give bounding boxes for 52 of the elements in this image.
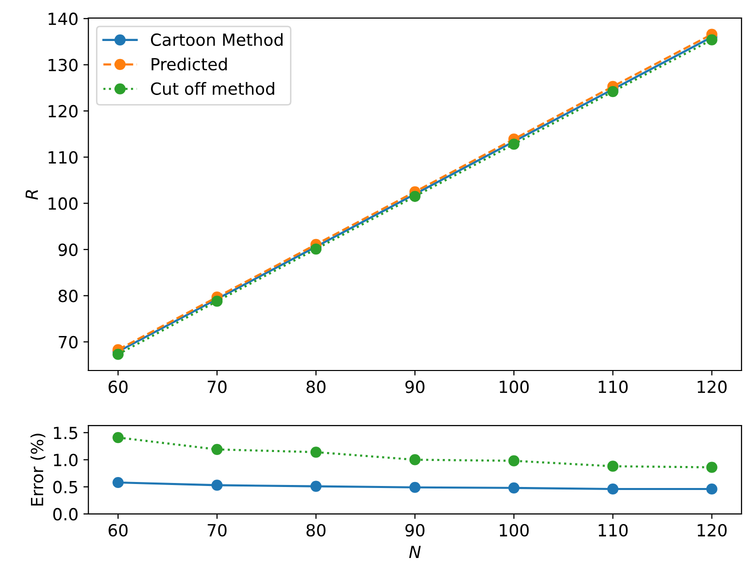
y-tick-label: 80 xyxy=(58,290,78,302)
point xyxy=(706,483,718,495)
legend-label: Cartoon Method xyxy=(150,33,283,46)
y-tick-label: 70 xyxy=(58,336,78,348)
point xyxy=(607,460,618,472)
point xyxy=(607,86,618,98)
x-tick-label: 110 xyxy=(598,524,628,537)
x-tick-label: 90 xyxy=(405,524,424,537)
y-axis-title: Error (%) xyxy=(30,434,46,506)
y-tick-label: 90 xyxy=(58,243,78,256)
point xyxy=(409,454,420,466)
x-tick-label: 120 xyxy=(698,524,727,537)
x-tick-label: 70 xyxy=(208,380,227,394)
x-tick-label: 80 xyxy=(306,524,326,537)
point xyxy=(706,34,718,46)
point xyxy=(508,455,520,466)
x-tick-label: 110 xyxy=(598,380,628,394)
x-tick-label: 60 xyxy=(108,380,128,394)
legend-label: Predicted xyxy=(152,58,227,70)
x-tick-label: 60 xyxy=(108,524,128,537)
y-tick-label: 130 xyxy=(48,58,78,72)
point xyxy=(310,243,322,255)
point xyxy=(310,480,322,492)
y-tick-label: 110 xyxy=(48,151,78,164)
x-tick-label: 100 xyxy=(500,380,529,394)
point xyxy=(211,296,223,307)
point xyxy=(310,446,322,458)
y-tick-label: 140 xyxy=(48,12,78,26)
point xyxy=(211,444,223,455)
point xyxy=(112,476,124,488)
y-tick-label: 0.5 xyxy=(53,480,78,494)
point xyxy=(508,138,520,150)
x-tick-label: 100 xyxy=(500,524,529,537)
legend-label: Cut off method xyxy=(150,82,274,95)
x-tick-label: 70 xyxy=(208,524,227,537)
y-tick-label: 120 xyxy=(48,104,78,118)
point xyxy=(112,432,124,444)
y-axis-title: R xyxy=(26,190,38,200)
x-axis-title: N xyxy=(409,546,421,558)
y-tick-label: 100 xyxy=(48,197,78,210)
point xyxy=(211,480,223,491)
y-tick-label: 1.5 xyxy=(54,426,78,440)
point xyxy=(112,348,124,360)
point xyxy=(409,482,420,493)
point xyxy=(607,483,618,495)
x-tick-label: 120 xyxy=(698,380,727,394)
x-tick-label: 90 xyxy=(405,380,424,394)
y-tick-label: 0.0 xyxy=(53,508,78,520)
point xyxy=(706,462,718,473)
point xyxy=(508,482,520,494)
y-tick-label: 1.0 xyxy=(54,454,78,466)
x-tick-label: 80 xyxy=(306,380,326,394)
